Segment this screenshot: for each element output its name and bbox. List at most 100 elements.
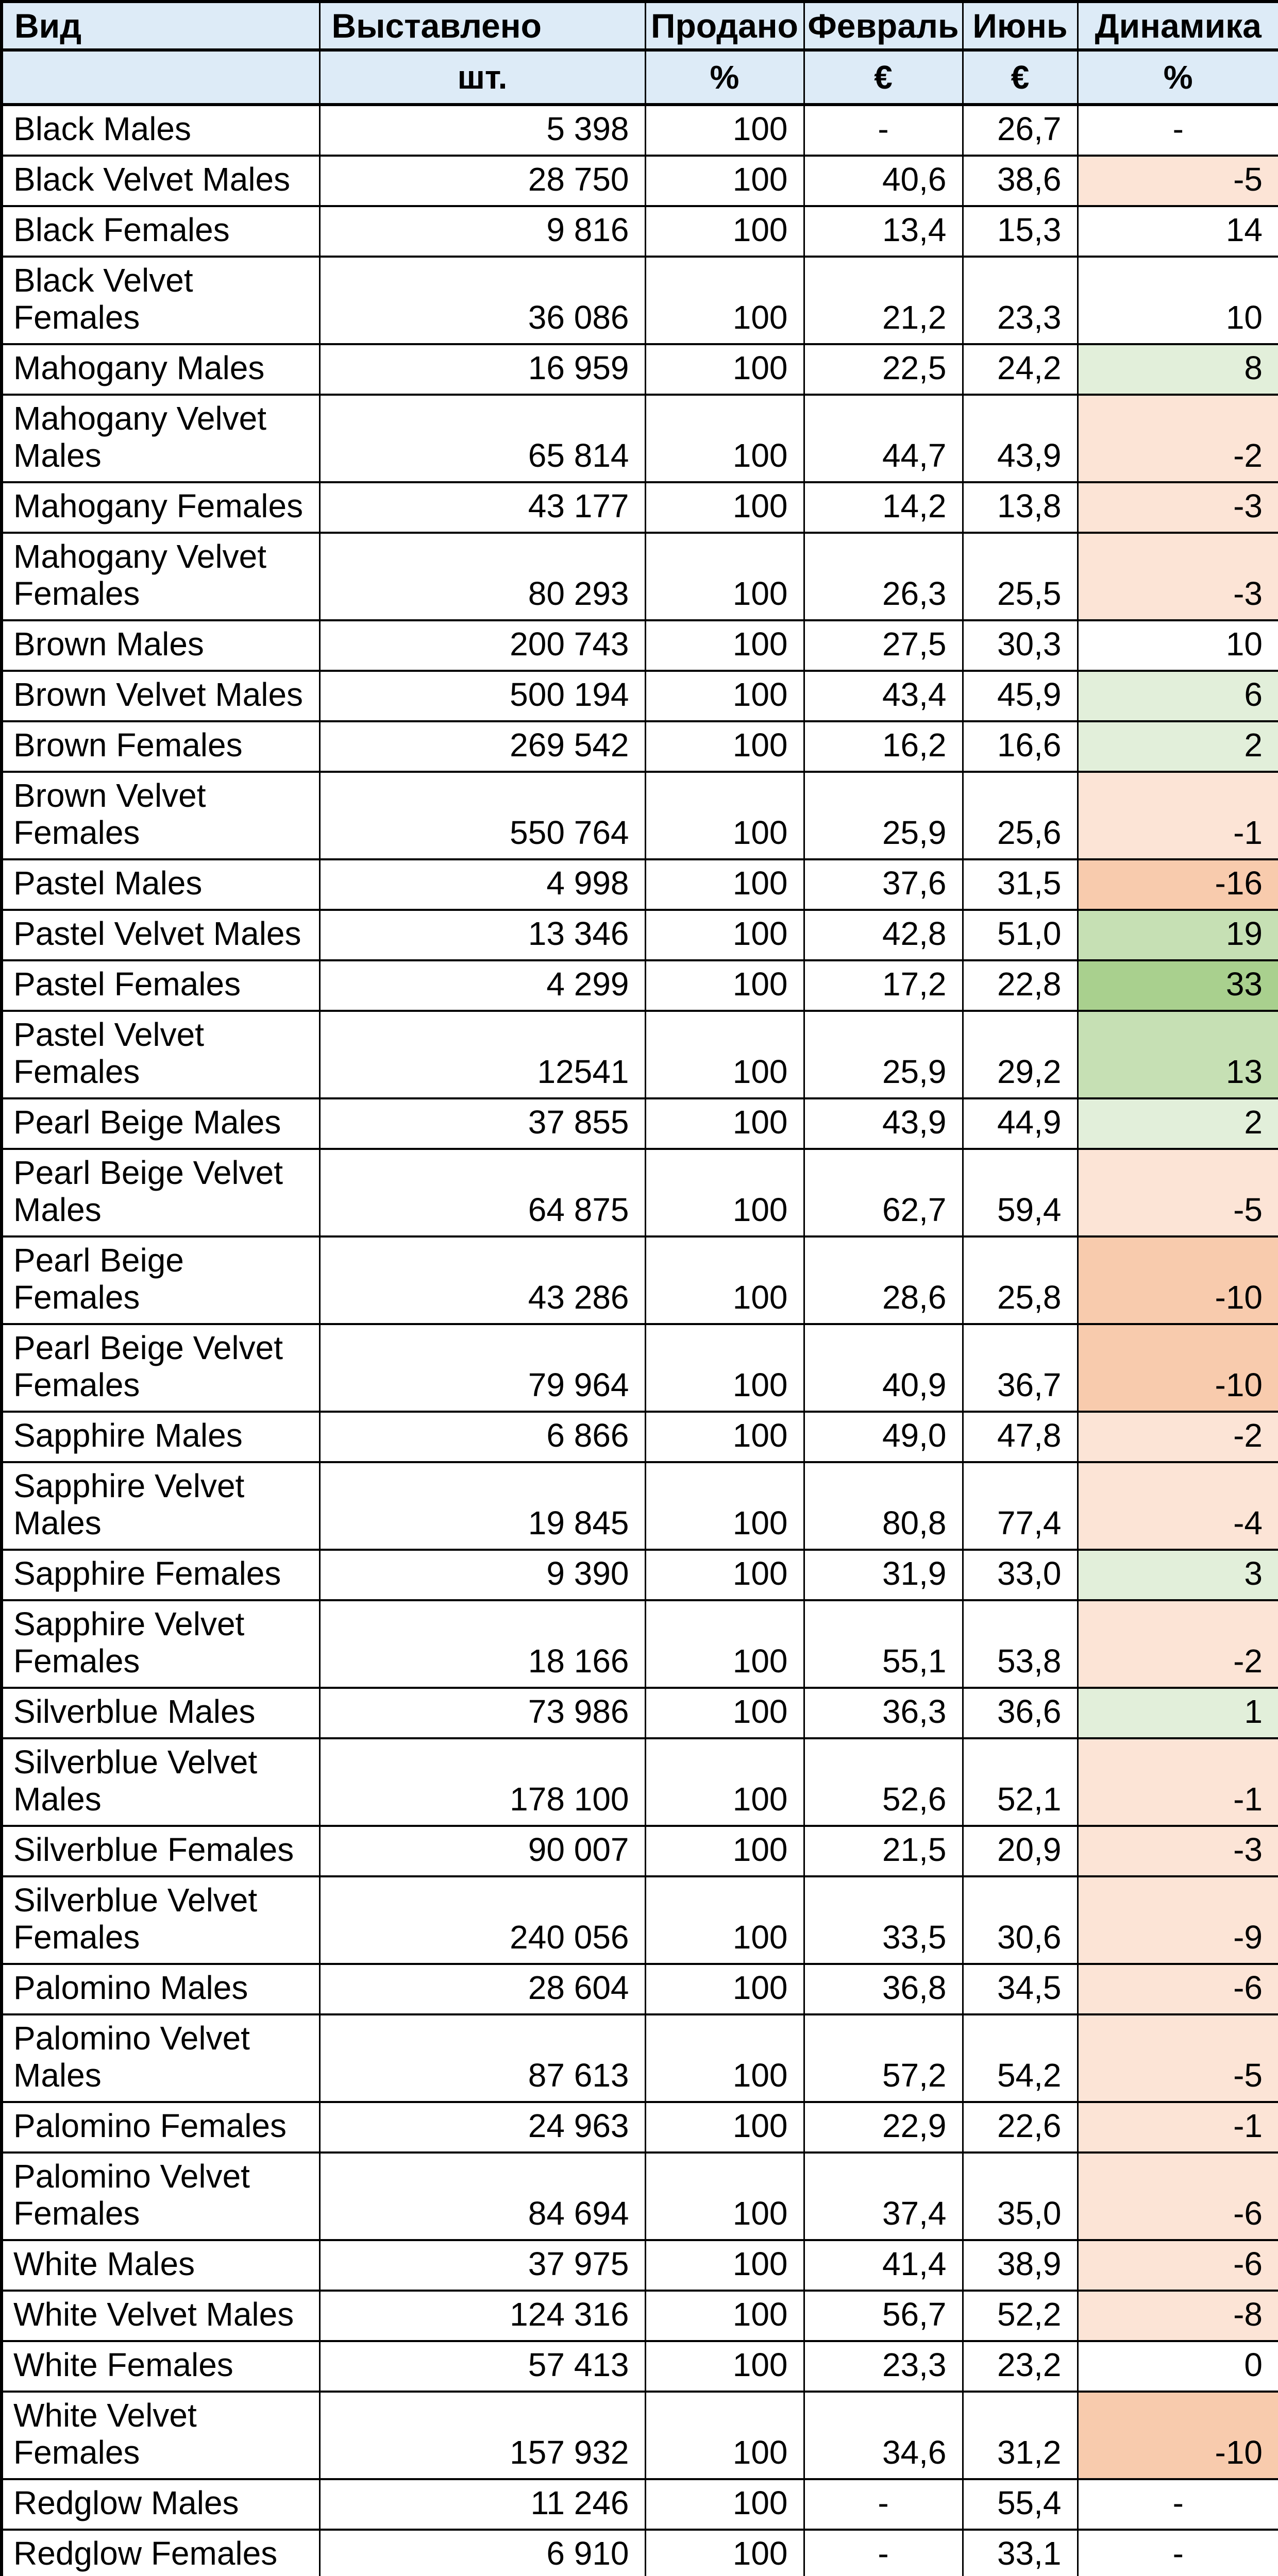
cell-jun: 13,8 xyxy=(962,481,1079,534)
unit-june: € xyxy=(962,49,1079,106)
cell-name: Silverblue Males xyxy=(1,1687,321,1739)
cell-feb: 36,8 xyxy=(803,1963,964,2015)
cell-offered: 178 100 xyxy=(318,1737,646,1827)
cell-jun: 38,6 xyxy=(962,155,1079,207)
cell-feb: 49,0 xyxy=(803,1411,964,1463)
table-header: Вид Выставлено Продано Февраль Июнь Дина… xyxy=(1,1,1278,106)
cell-dyn: 19 xyxy=(1077,909,1278,961)
cell-sold: 100 xyxy=(644,670,805,722)
table-row: Sapphire Velvet Males 19 845 100 80,8 77,4 -4 xyxy=(1,1461,1278,1551)
cell-feb: 33,5 xyxy=(803,1875,964,1965)
cell-dyn: -3 xyxy=(1077,481,1278,534)
cell-jun: 43,9 xyxy=(962,394,1079,483)
table-row: Brown Males 200 743 100 27,5 30,3 10 xyxy=(1,619,1278,672)
cell-sold: 100 xyxy=(644,1097,805,1150)
table-row: Brown Velvet Females 550 764 100 25,9 25,6 -1 xyxy=(1,771,1278,860)
cell-jun: 31,5 xyxy=(962,858,1079,911)
cell-offered: 11 246 xyxy=(318,2478,646,2531)
cell-sold: 100 xyxy=(644,1687,805,1739)
cell-name: Black Males xyxy=(1,104,321,157)
unit-february: € xyxy=(803,49,964,106)
cell-sold: 100 xyxy=(644,1599,805,1689)
cell-feb: 25,9 xyxy=(803,771,964,860)
table-body: Black Males 5 398 100-26,7- Black Velvet Ma… xyxy=(1,104,1278,2576)
cell-dyn: -10 xyxy=(1077,1235,1278,1325)
cell-name: White Males xyxy=(1,2239,321,2292)
cell-dyn: -10 xyxy=(1077,2391,1278,2480)
table-row: Palomino Velvet Females 84 694 100 37,4 35,0… xyxy=(1,2151,1278,2241)
cell-name: Black Velvet Males xyxy=(1,155,321,207)
col-header-sold: Продано xyxy=(644,1,805,52)
table-row: Redglow Females 6 910 100-33,1- xyxy=(1,2529,1278,2576)
cell-name: Palomino Females xyxy=(1,2101,321,2154)
cell-name: Silverblue Velvet Females xyxy=(1,1875,321,1965)
cell-jun: 44,9 xyxy=(962,1097,1079,1150)
cell-sold: 100 xyxy=(644,2391,805,2480)
cell-jun: 33,1 xyxy=(962,2529,1079,2576)
cell-sold: 100 xyxy=(644,2529,805,2576)
cell-dyn: 0 xyxy=(1077,2340,1278,2393)
cell-offered: 4 299 xyxy=(318,959,646,1012)
col-header-february: Февраль xyxy=(803,1,964,52)
cell-feb: 34,6 xyxy=(803,2391,964,2480)
cell-offered: 19 845 xyxy=(318,1461,646,1551)
cell-dyn: -1 xyxy=(1077,2101,1278,2154)
cell-offered: 84 694 xyxy=(318,2151,646,2241)
cell-offered: 550 764 xyxy=(318,771,646,860)
table-row: Palomino Velvet Males 87 613 100 57,2 54,2 -5 xyxy=(1,2013,1278,2103)
cell-offered: 13 346 xyxy=(318,909,646,961)
cell-dyn: -8 xyxy=(1077,2290,1278,2342)
cell-sold: 100 xyxy=(644,155,805,207)
table-row: Pearl Beige Velvet Females 79 964 100 40,9 3… xyxy=(1,1323,1278,1413)
table-row: Silverblue Females 90 007 100 21,5 20,9 -3 xyxy=(1,1825,1278,1877)
cell-name: Mahogany Velvet Males xyxy=(1,394,321,483)
cell-dyn: 2 xyxy=(1077,1097,1278,1150)
table-row: Silverblue Velvet Females 240 056 100 33,5 3… xyxy=(1,1875,1278,1965)
cell-sold: 100 xyxy=(644,343,805,396)
cell-jun: 20,9 xyxy=(962,1825,1079,1877)
cell-name: Sapphire Velvet Males xyxy=(1,1461,321,1551)
table-row: Black Velvet Females 36 086 100 21,2 23,3 10 xyxy=(1,256,1278,345)
cell-name: Sapphire Velvet Females xyxy=(1,1599,321,1689)
cell-feb: 13,4 xyxy=(803,205,964,258)
cell-sold: 100 xyxy=(644,1825,805,1877)
cell-sold: 100 xyxy=(644,1010,805,1099)
cell-jun: 23,3 xyxy=(962,256,1079,345)
cell-name: White Velvet Females xyxy=(1,2391,321,2480)
table-row: White Velvet Males 124 316 100 56,7 52,2 -8 xyxy=(1,2290,1278,2342)
cell-jun: 35,0 xyxy=(962,2151,1079,2241)
cell-name: Pearl Beige Males xyxy=(1,1097,321,1150)
cell-sold: 100 xyxy=(644,2239,805,2292)
cell-name: Pearl Beige Females xyxy=(1,1235,321,1325)
cell-sold: 100 xyxy=(644,2013,805,2103)
cell-sold: 100 xyxy=(644,1235,805,1325)
cell-feb: 22,9 xyxy=(803,2101,964,2154)
table-row: Pearl Beige Velvet Males 64 875 100 62,7 59,… xyxy=(1,1148,1278,1238)
cell-sold: 100 xyxy=(644,858,805,911)
cell-feb: 22,5 xyxy=(803,343,964,396)
cell-dyn: 10 xyxy=(1077,619,1278,672)
cell-dyn: -5 xyxy=(1077,2013,1278,2103)
cell-name: Brown Velvet Males xyxy=(1,670,321,722)
cell-feb: - xyxy=(803,2478,964,2531)
table-row: Silverblue Velvet Males 178 100 100 52,6 52,… xyxy=(1,1737,1278,1827)
cell-dyn: -6 xyxy=(1077,2239,1278,2292)
cell-offered: 157 932 xyxy=(318,2391,646,2480)
cell-feb: 55,1 xyxy=(803,1599,964,1689)
col-header-dynamics: Динамика xyxy=(1077,1,1278,52)
cell-sold: 100 xyxy=(644,2340,805,2393)
cell-dyn: -3 xyxy=(1077,532,1278,621)
table-row: White Females 57 413 100 23,3 23,2 0 xyxy=(1,2340,1278,2393)
table-row: Sapphire Females 9 390 100 31,9 33,0 3 xyxy=(1,1549,1278,1601)
cell-dyn: 6 xyxy=(1077,670,1278,722)
cell-offered: 87 613 xyxy=(318,2013,646,2103)
cell-name: Black Velvet Females xyxy=(1,256,321,345)
table-row: Pastel Velvet Females 12541 100 25,9 29,2 13 xyxy=(1,1010,1278,1099)
cell-sold: 100 xyxy=(644,532,805,621)
cell-dyn: -2 xyxy=(1077,1599,1278,1689)
cell-feb: - xyxy=(803,2529,964,2576)
cell-name: Silverblue Females xyxy=(1,1825,321,1877)
cell-jun: 36,7 xyxy=(962,1323,1079,1413)
cell-name: Pastel Velvet Males xyxy=(1,909,321,961)
cell-feb: 56,7 xyxy=(803,2290,964,2342)
